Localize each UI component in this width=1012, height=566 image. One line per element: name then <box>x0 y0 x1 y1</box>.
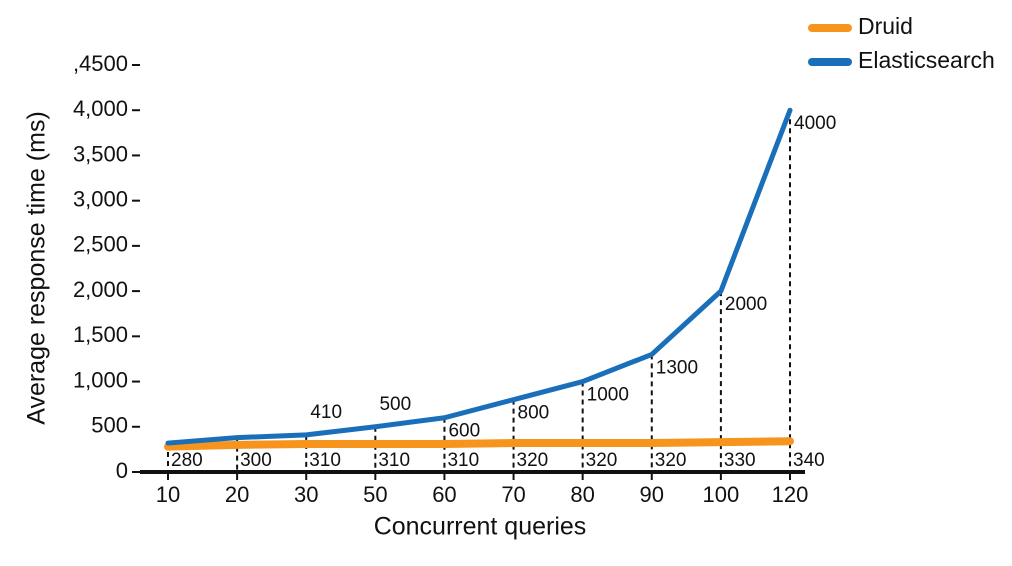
x-tick-label: 70 <box>501 482 525 507</box>
legend-label: Elasticsearch <box>858 47 995 73</box>
data-label: 310 <box>309 450 341 471</box>
data-label: 2000 <box>725 294 767 315</box>
data-label: 300 <box>240 450 272 471</box>
data-label: 500 <box>379 394 411 415</box>
y-tick-label: 2,000 <box>73 277 128 302</box>
y-tick-label: 2,500 <box>73 232 128 257</box>
data-label: 320 <box>586 450 618 471</box>
x-tick-label: 90 <box>640 482 664 507</box>
series-line <box>164 437 794 451</box>
x-tick-label: 10 <box>156 482 180 507</box>
data-label: 330 <box>724 450 756 471</box>
data-label: 800 <box>518 403 550 424</box>
y-tick-label: 0 <box>116 458 128 483</box>
y-tick-label: 3,000 <box>73 186 128 211</box>
data-label: 320 <box>655 450 687 471</box>
y-tick-label: 1,500 <box>73 322 128 347</box>
x-tick-label: 80 <box>570 482 594 507</box>
y-tick-label: 4,000 <box>73 96 128 121</box>
y-tick-label: 1,000 <box>73 367 128 392</box>
data-label: 600 <box>448 421 480 442</box>
data-label: 310 <box>447 450 479 471</box>
data-label: 410 <box>310 402 342 423</box>
x-axis-title: Concurrent queries <box>374 513 587 541</box>
data-label: 340 <box>793 450 825 471</box>
y-axis-title: Average response time (ms) <box>23 111 51 425</box>
y-tick-label: 500 <box>91 413 128 438</box>
data-label: 320 <box>517 450 549 471</box>
x-tick-label: 50 <box>363 482 387 507</box>
y-tick-label: ,4500 <box>73 51 128 76</box>
y-tick-label: 3,500 <box>73 141 128 166</box>
data-label: 1000 <box>587 385 629 406</box>
data-label: 310 <box>378 450 410 471</box>
legend-label: Druid <box>858 13 913 39</box>
x-tick-label: 30 <box>294 482 318 507</box>
x-tick-label: 100 <box>703 482 740 507</box>
x-tick-label: 20 <box>225 482 249 507</box>
series-line <box>165 107 793 446</box>
x-tick-label: 120 <box>772 482 809 507</box>
data-label: 4000 <box>794 113 836 134</box>
x-tick-label: 60 <box>432 482 456 507</box>
data-label: 1300 <box>656 357 698 378</box>
data-label: 280 <box>171 450 203 471</box>
